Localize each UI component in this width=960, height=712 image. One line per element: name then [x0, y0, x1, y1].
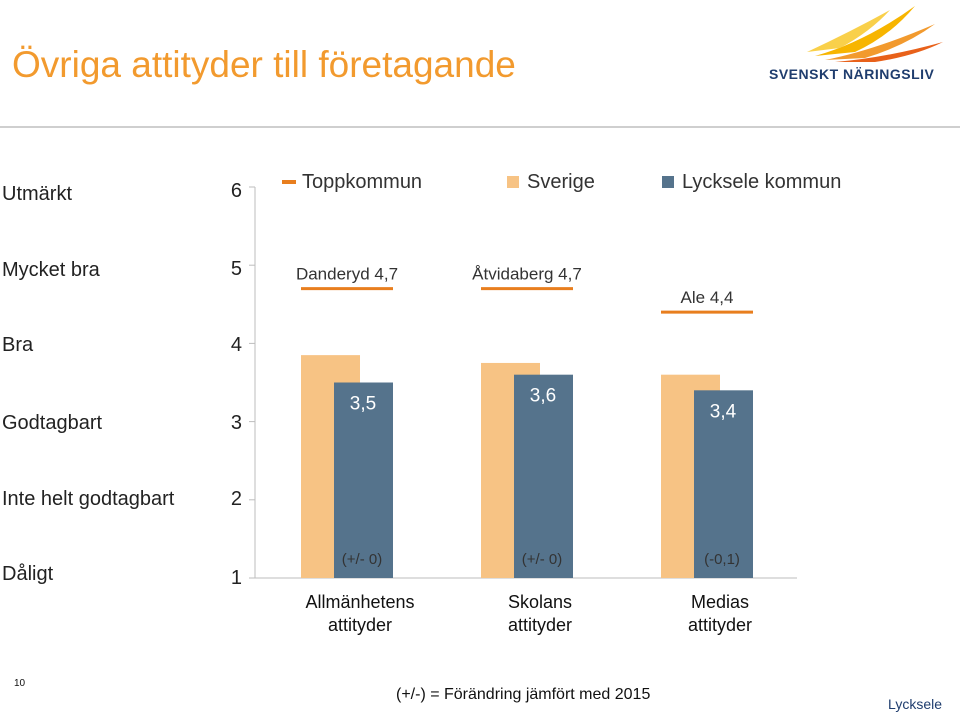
scale-label-1: Dåligt — [2, 563, 54, 585]
bar-value-label: 3,6 — [530, 386, 556, 407]
page-number: 10 — [14, 678, 26, 689]
category-label-line1: Medias — [691, 592, 749, 612]
legend-label-toppkommun: Toppkommun — [302, 170, 423, 193]
y-tick-1: 1 — [230, 567, 242, 589]
bar-lycksele — [334, 382, 393, 578]
corner-label: Lycksele — [888, 696, 942, 712]
logo: SVENSKT NÄRINGSLIV — [765, 2, 955, 84]
legend-label-sverige: Sverige — [527, 170, 595, 193]
category-label-line2: attityder — [688, 615, 752, 635]
bar-lycksele — [514, 374, 573, 578]
category-label-line2: attityder — [328, 615, 392, 635]
title-divider — [0, 126, 960, 128]
legend-swatch-toppkommun — [282, 180, 296, 184]
scale-label-4: Bra — [2, 334, 34, 356]
legend-item-toppkommun: Toppkommun — [282, 170, 422, 194]
flame-logo-icon — [807, 6, 943, 62]
y-tick-5: 5 — [230, 258, 242, 280]
category-label-line1: Allmänhetens — [305, 592, 414, 612]
bar-value-label: 3,5 — [350, 394, 376, 415]
legend-item-sverige: Sverige — [507, 170, 595, 194]
y-tick-4: 4 — [230, 334, 242, 356]
change-label: (+/- 0) — [342, 551, 382, 568]
toppkommun-label: Åtvidaberg 4,7 — [472, 265, 582, 284]
y-tick-3: 3 — [230, 412, 242, 434]
toppkommun-label: Ale 4,4 — [681, 288, 734, 307]
category-label-line2: attityder — [508, 615, 572, 635]
bar-lycksele — [694, 390, 753, 578]
scale-label-6: Utmärkt — [2, 183, 72, 205]
bar-value-label: 3,4 — [710, 401, 737, 422]
legend-swatch-lycksele — [662, 176, 674, 188]
logo-text: SVENSKT NÄRINGSLIV — [769, 66, 935, 82]
page-title: Övriga attityder till företagande — [12, 44, 516, 85]
toppkommun-label: Danderyd 4,7 — [296, 265, 398, 284]
change-label: (-0,1) — [704, 551, 740, 568]
y-tick-2: 2 — [230, 488, 242, 510]
category-label-line1: Skolans — [508, 592, 572, 612]
scale-label-3: Godtagbart — [2, 412, 103, 434]
scale-label-5: Mycket bra — [2, 259, 100, 281]
legend-swatch-sverige — [507, 176, 519, 188]
legend-item-lycksele: Lycksele kommun — [662, 170, 841, 194]
y-tick-6: 6 — [230, 180, 242, 202]
footnote: (+/-) = Förändring jämfört med 2015 — [396, 686, 651, 703]
legend-label-lycksele: Lycksele kommun — [682, 170, 842, 193]
scale-label-2: Inte helt godtagbart — [2, 488, 175, 510]
change-label: (+/- 0) — [522, 551, 562, 568]
